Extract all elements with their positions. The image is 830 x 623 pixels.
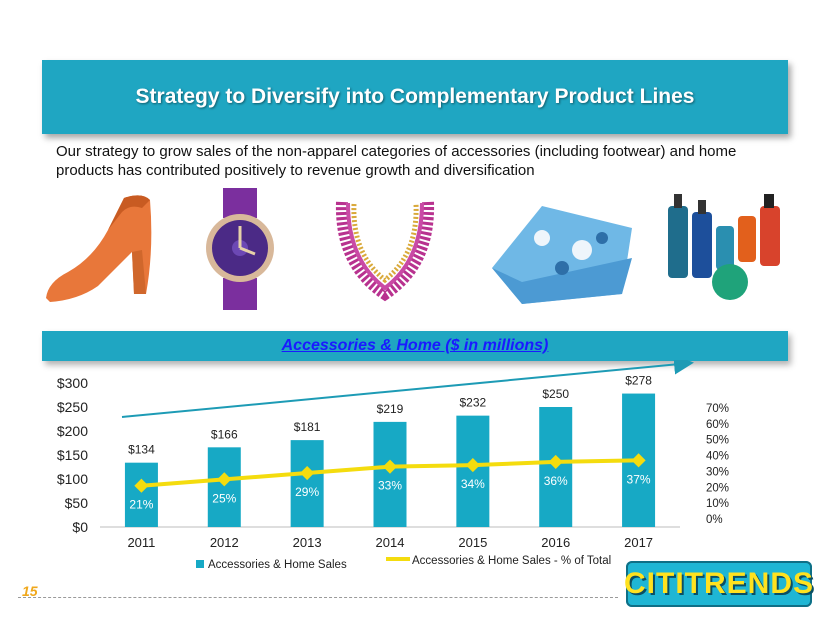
y-tick-label: $50 [65,495,89,511]
y-tick-label: $100 [57,471,88,487]
percent-label: 34% [461,477,485,491]
y2-tick-label: 40% [706,451,729,463]
bar-value-label: $250 [542,387,569,401]
x-tick-label: 2017 [624,535,653,550]
intro-text: Our strategy to grow sales of the non-ap… [56,143,737,179]
y2-tick-label: 20% [706,482,729,494]
y-tick-label: $200 [57,423,88,439]
legend-label-bars: Accessories & Home Sales [208,559,347,571]
legend-swatch-bars [196,560,204,568]
percent-label: 37% [627,472,651,486]
bar-2012 [207,447,241,527]
x-tick-label: 2011 [127,535,155,550]
y-tick-label: $250 [57,399,88,415]
logo-text: CITITRENDS [624,567,814,600]
percent-marker-2014 [382,459,398,474]
y-tick-label: $150 [57,447,88,463]
bar-value-label: $166 [211,427,238,441]
percent-label: 25% [212,491,236,505]
legend-label-line: Accessories & Home Sales - % of Total [412,555,611,567]
percent-marker-2017 [631,453,646,468]
y2-tick-label: 10% [706,498,729,510]
bar-value-label: $134 [128,443,155,457]
percent-label: 33% [378,479,402,493]
chart-heading-banner: Accessories & Home ($ in millions) [42,331,788,361]
y2-tick-label: 60% [706,419,729,431]
shoe-icon [46,195,152,302]
y-tick-label: $0 [72,519,88,535]
chart: $0 $50 $100 $150 $200 $250 $300 0% 10% 20% 30% 40% 5… [57,360,729,571]
footer-divider [18,597,618,598]
blanket-icon [492,206,632,304]
chart-heading: Accessories & Home ($ in millions) [281,337,549,354]
page-number: 15 [22,583,38,599]
x-tick-label: 2012 [210,535,239,550]
x-tick-label: 2015 [458,535,487,550]
x-tick-label: 2014 [376,535,405,550]
bar-value-label: $181 [294,420,321,434]
product-images [0,180,830,310]
y2-tick-label: 30% [706,466,729,478]
percent-marker-2016 [548,454,563,469]
trend-arrow [121,360,694,418]
y2-tick-label: 50% [706,435,729,447]
y2-tick-label: 0% [706,514,723,526]
percent-label: 21% [129,498,153,512]
title-banner: Strategy to Diversify into Complementary… [42,60,788,134]
percent-label: 36% [544,474,568,488]
bar-value-label: $219 [377,402,404,416]
bar-2014 [373,421,407,527]
bar-2013 [290,440,324,527]
citi-trends-logo: CITITRENDS [624,561,814,607]
y-tick-label: $300 [57,375,88,391]
percent-marker-2013 [300,465,315,481]
y2-tick-label: 70% [706,403,729,415]
watch-icon [206,188,274,310]
necklace-icon [335,201,435,302]
x-tick-label: 2013 [293,535,322,550]
x-tick-label: 2016 [541,535,570,550]
percent-marker-2015 [465,458,480,473]
percent-label: 29% [295,485,319,499]
bar-2011 [124,462,158,527]
slide-title: Strategy to Diversify into Complementary… [135,85,695,108]
bar-value-label: $232 [460,396,487,410]
bath-products-icon [668,194,780,300]
bar-value-label: $278 [625,374,652,388]
